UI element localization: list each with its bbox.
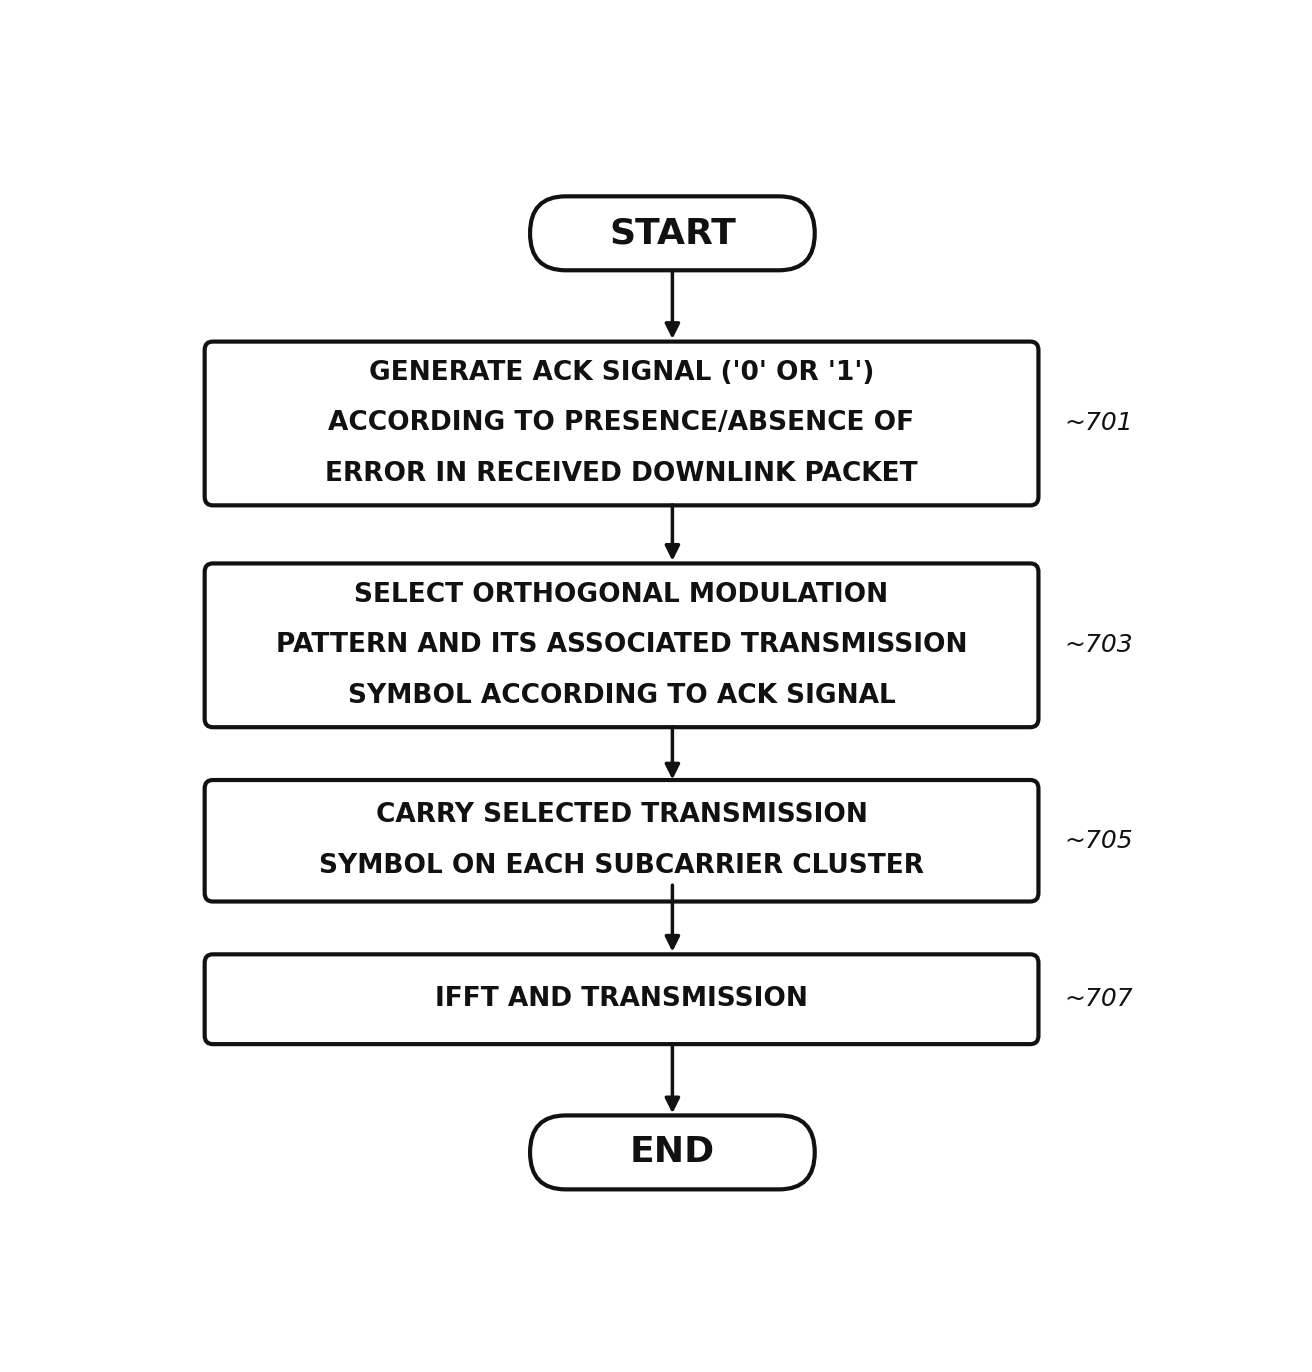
Text: END: END (630, 1136, 715, 1169)
Text: PATTERN AND ITS ASSOCIATED TRANSMISSION: PATTERN AND ITS ASSOCIATED TRANSMISSION (276, 632, 967, 659)
Text: CARRY SELECTED TRANSMISSION: CARRY SELECTED TRANSMISSION (375, 803, 867, 829)
FancyBboxPatch shape (530, 196, 815, 270)
Text: ~703: ~703 (1064, 634, 1132, 657)
Text: IFFT AND TRANSMISSION: IFFT AND TRANSMISSION (436, 986, 808, 1013)
Text: ERROR IN RECEIVED DOWNLINK PACKET: ERROR IN RECEIVED DOWNLINK PACKET (325, 461, 918, 487)
Text: ACCORDING TO PRESENCE/ABSENCE OF: ACCORDING TO PRESENCE/ABSENCE OF (328, 410, 914, 436)
Text: SYMBOL ACCORDING TO ACK SIGNAL: SYMBOL ACCORDING TO ACK SIGNAL (348, 683, 895, 709)
FancyBboxPatch shape (205, 342, 1038, 505)
Text: ~705: ~705 (1064, 829, 1132, 853)
Text: SYMBOL ON EACH SUBCARRIER CLUSTER: SYMBOL ON EACH SUBCARRIER CLUSTER (319, 853, 924, 879)
Text: GENERATE ACK SIGNAL ('0' OR '1'): GENERATE ACK SIGNAL ('0' OR '1') (369, 359, 874, 386)
FancyBboxPatch shape (205, 564, 1038, 727)
FancyBboxPatch shape (205, 955, 1038, 1044)
Text: SELECT ORTHOGONAL MODULATION: SELECT ORTHOGONAL MODULATION (354, 582, 888, 608)
Text: ~701: ~701 (1064, 412, 1132, 435)
Text: START: START (609, 217, 736, 250)
FancyBboxPatch shape (205, 781, 1038, 901)
Text: ~707: ~707 (1064, 988, 1132, 1011)
FancyBboxPatch shape (530, 1115, 815, 1190)
